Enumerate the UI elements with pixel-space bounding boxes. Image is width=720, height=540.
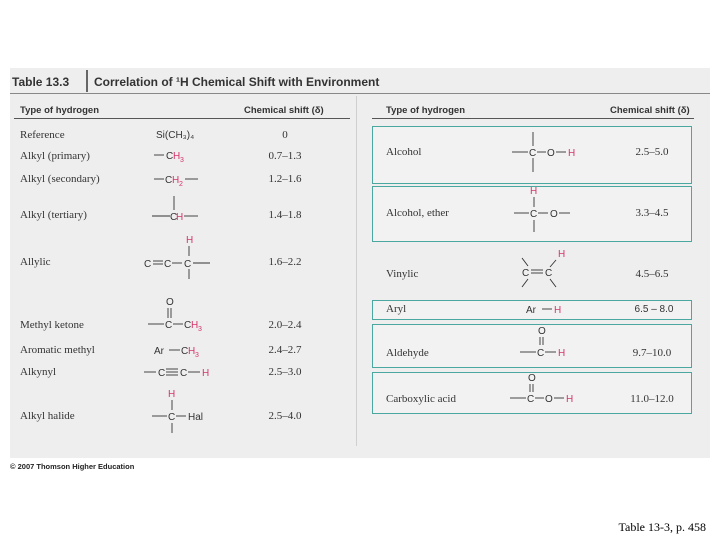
row-label-alkyl-secondary: Alkyl (secondary) [20,173,100,185]
svg-text:C: C [522,268,529,279]
svg-text:H: H [530,186,537,197]
row-shift-alkyl-primary: 0.7–1.3 [268,150,302,162]
right-structures: C O H H C O H C C Ar H O C H O [510,132,575,405]
svg-text:O: O [550,209,558,220]
structure-hal: Hal [188,412,203,423]
title-rule [10,93,710,94]
row-label-alcohol-ether: Alcohol, ether [386,207,449,219]
row-shift-alkyl-secondary: 1.2–1.6 [268,173,302,185]
row-label-reference: Reference [20,129,65,141]
svg-text:C: C [527,394,534,405]
svg-text:C: C [184,259,191,270]
svg-text:H: H [202,368,209,379]
svg-text:C: C [537,348,544,359]
svg-text:2: 2 [179,181,183,188]
row-label-alkyl-primary: Alkyl (primary) [20,150,90,162]
row-shift-aromatic-methyl: 2.4–2.7 [268,344,302,356]
row-label-allylic: Allylic [20,256,51,268]
row-label-alkyl-tertiary: Alkyl (tertiary) [20,209,87,221]
svg-text:O: O [528,373,536,384]
svg-text:O: O [547,148,555,159]
header-shift-right: Chemical shift (δ) [610,105,690,116]
svg-text:C: C [529,148,536,159]
header-rule-left [14,118,350,119]
svg-text:3: 3 [195,352,199,359]
svg-text:C: C [168,412,175,423]
svg-text:H: H [168,389,175,400]
svg-text:C: C [180,368,187,379]
column-separator [356,96,357,446]
svg-text:C: C [530,209,537,220]
row-shift-alcohol: 2.5–5.0 [635,146,669,158]
row-shift-reference: 0 [282,129,288,141]
svg-text:H: H [188,346,195,357]
svg-text:C: C [164,259,171,270]
row-label-aromatic-methyl: Aromatic methyl [20,344,95,356]
svg-text:H: H [558,249,565,260]
title-separator [86,70,88,92]
svg-text:H: H [173,151,180,162]
table-number: Table 13.3 [12,75,70,89]
header-shift-left: Chemical shift (δ) [244,105,324,116]
header-type-right: Type of hydrogen [386,105,465,116]
box-carboxylic-acid [372,372,692,414]
svg-text:C: C [158,368,165,379]
svg-text:C: C [170,212,177,223]
left-structures: Si(CH₃)₄ C H 2 C H H C C C O C C H [144,130,210,433]
row-shift-alkyl-tertiary: 1.4–1.8 [268,209,302,221]
svg-text:C: C [181,346,188,357]
svg-text:C: C [165,320,172,331]
row-shift-aryl: 6.5 – 8.0 [634,304,674,315]
svg-text:H: H [176,212,183,223]
table-title: Correlation of ¹H Chemical Shift with En… [94,75,380,89]
row-label-methyl-ketone: Methyl ketone [20,319,84,331]
box-aryl [372,300,692,320]
row-shift-alkyl-halide: 2.5–4.0 [268,410,302,422]
svg-text:H: H [172,175,179,186]
structure-aryl-ar: Ar [526,305,537,316]
svg-text:3: 3 [180,157,184,164]
svg-text:O: O [545,394,553,405]
row-label-vinylic: Vinylic [386,268,419,280]
svg-text:C: C [166,151,173,162]
svg-text:H: H [554,305,561,316]
row-label-carboxylic-acid: Carboxylic acid [386,393,456,405]
svg-text:C: C [144,259,151,270]
header-rule-right [372,118,694,119]
svg-text:O: O [166,297,174,308]
svg-text:C: C [545,268,552,279]
header-type-left: Type of hydrogen [20,105,99,116]
svg-text:H: H [568,148,575,159]
svg-text:H: H [558,348,565,359]
structure-reference: Si(CH₃)₄ [156,130,194,141]
row-shift-carboxylic-acid: 11.0–12.0 [630,393,674,405]
structure-ar: Ar [154,346,165,357]
row-shift-alkynyl: 2.5–3.0 [268,366,302,378]
row-shift-allylic: 1.6–2.2 [268,256,302,268]
row-label-aldehyde: Aldehyde [386,347,429,359]
row-label-alkynyl: Alkynyl [20,366,57,378]
row-label-aryl: Aryl [386,303,407,315]
svg-text:O: O [538,326,546,337]
svg-text:H: H [186,235,193,246]
row-shift-vinylic: 4.5–6.5 [635,268,669,280]
row-shift-methyl-ketone: 2.0–2.4 [268,319,302,331]
row-shift-aldehyde: 9.7–10.0 [632,347,672,359]
svg-text:3: 3 [198,326,202,333]
box-aldehyde [372,324,692,368]
svg-text:C: C [165,175,172,186]
row-shift-alcohol-ether: 3.3–4.5 [635,207,669,219]
svg-text:C: C [184,320,191,331]
row-label-alkyl-halide: Alkyl halide [20,410,75,422]
box-alcohol-ether [372,186,692,242]
copyright: © 2007 Thomson Higher Education [10,462,135,471]
svg-text:H: H [566,394,573,405]
box-alcohol [372,126,692,184]
svg-text:H: H [191,320,198,331]
row-label-alcohol: Alcohol [386,146,422,158]
caption: Table 13-3, p. 458 [618,520,706,534]
